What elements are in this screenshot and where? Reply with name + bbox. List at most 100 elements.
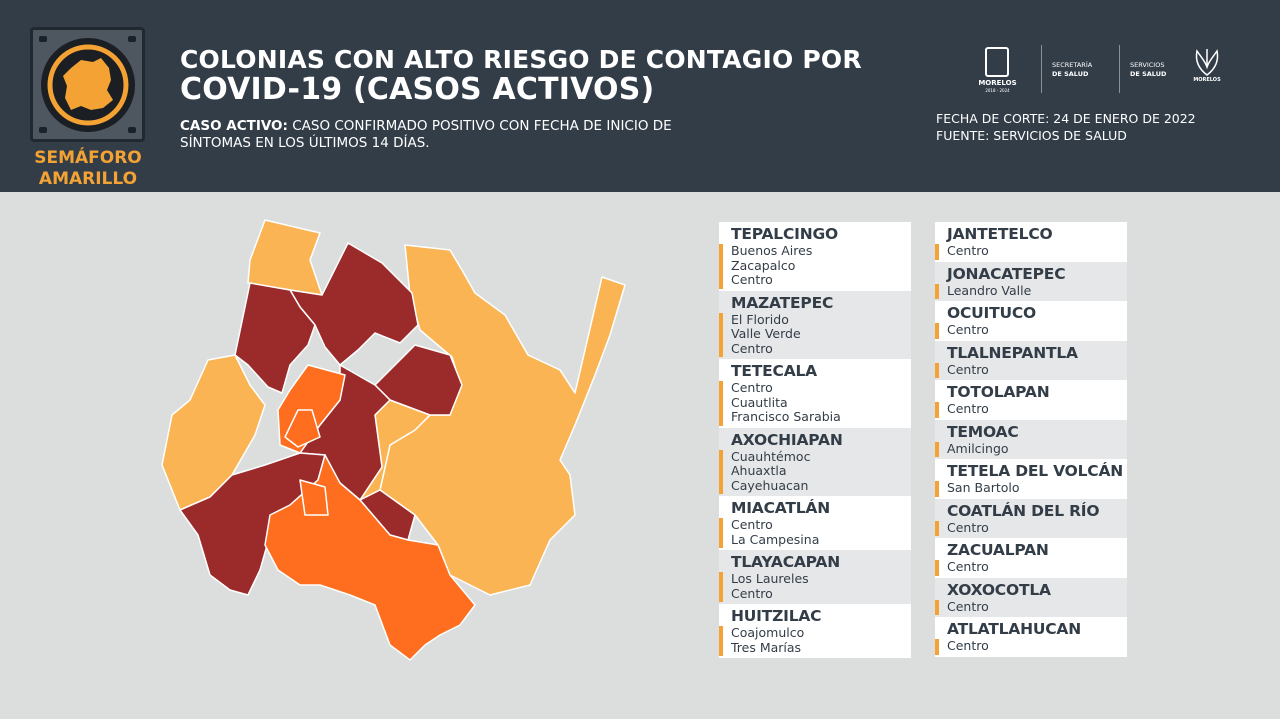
fuente: FUENTE: SERVICIOS DE SALUD <box>936 128 1127 143</box>
semaforo-label-line2: AMARILLO <box>38 169 138 189</box>
municipio-card: OCUITUCO Centro <box>935 301 1127 341</box>
colonia-name: Centro <box>731 585 773 601</box>
map-region-high-5 <box>179 452 326 596</box>
morelos-logo: MORELOS 2018 - 2024 <box>975 45 1020 95</box>
screw-icon <box>39 127 47 133</box>
municipio-card: JANTETELCO Centro <box>935 222 1127 262</box>
municipio-name: TETELA DEL VOLCÁN <box>947 462 1124 480</box>
municipio-card: AXOCHIAPAN Cuauhtémoc Ahuaxtla Cayehuacan <box>719 427 911 496</box>
municipio-name: TOTOLAPAN <box>947 383 1050 401</box>
accent-bar <box>935 402 939 418</box>
servicios-salud-logo: SERVICIOS DE SALUD <box>1130 61 1167 78</box>
screw-icon <box>128 127 136 133</box>
accent-bar <box>935 244 939 260</box>
municipio-name: TEPALCINGO <box>731 225 838 243</box>
municipio-name: XOXOCOTLA <box>947 580 1051 599</box>
colonia-name: Zacapalco <box>731 257 796 273</box>
title-line1: COLONIAS CON ALTO RIESGO DE CONTAGIO POR <box>180 45 862 74</box>
accent-bar <box>719 312 723 357</box>
municipio-name: HUITZILAC <box>731 607 822 625</box>
accent-bar <box>935 560 939 576</box>
colonia-name: Los Laureles <box>731 571 809 586</box>
municipio-name: JONACATEPEC <box>947 264 1066 283</box>
semaforo-badge <box>30 27 145 142</box>
accent-bar <box>935 283 939 299</box>
municipio-card: COATLÁN DEL RÍO Centro <box>935 498 1127 538</box>
colonia-name: Ahuaxtla <box>731 463 787 478</box>
logo-divider <box>1119 45 1120 93</box>
screw-icon <box>128 36 136 42</box>
logo-divider <box>1041 45 1042 93</box>
colonia-name: Francisco Sarabia <box>731 409 841 424</box>
shield-icon <box>985 47 1009 77</box>
screw-icon <box>39 36 47 42</box>
page-title: COLONIAS CON ALTO RIESGO DE CONTAGIO POR… <box>180 45 862 105</box>
header-banner: SEMÁFORO AMARILLO COLONIAS CON ALTO RIES… <box>0 0 1280 192</box>
definition-label: CASO ACTIVO: <box>180 118 288 134</box>
metadata-block: FECHA DE CORTE: 24 DE ENERO DE 2022 FUEN… <box>936 110 1196 144</box>
map-region-medium-4 <box>299 479 329 516</box>
municipio-card: JONACATEPEC Leandro Valle <box>935 261 1127 301</box>
accent-bar <box>719 626 723 656</box>
municipio-card: TLALNEPANTLA Centro <box>935 340 1127 380</box>
accent-bar <box>935 520 939 536</box>
municipio-name: ZACUALPAN <box>947 541 1049 559</box>
municipio-name: AXOCHIAPAN <box>731 430 843 449</box>
colonia-name: Coajomulco <box>731 625 805 640</box>
municipio-card: TEMOAC Amilcingo <box>935 419 1127 459</box>
municipio-card: TEPALCINGO Buenos Aires Zacapalco Centro <box>719 222 911 291</box>
colonia-name: Centro <box>947 322 989 337</box>
map-region-medium-2 <box>284 409 321 448</box>
accent-bar <box>935 362 939 378</box>
municipio-name: TEMOAC <box>947 422 1019 441</box>
accent-bar <box>935 639 939 655</box>
accent-bar <box>719 518 723 548</box>
colonia-name: Valle Verde <box>731 326 801 341</box>
colonia-name: Centro <box>731 340 773 356</box>
secretaria-salud-logo: SECRETARÍA DE SALUD <box>1052 61 1093 78</box>
accent-bar <box>719 381 723 426</box>
fecha-corte: FECHA DE CORTE: 24 DE ENERO DE 2022 <box>936 111 1196 126</box>
logos-bar: MORELOS 2018 - 2024 SECRETARÍA DE SALUD … <box>975 45 1235 95</box>
colonia-name: Amilcingo <box>947 440 1009 456</box>
map-region-north-west <box>247 219 323 296</box>
municipio-card: ZACUALPAN Centro <box>935 538 1127 578</box>
colonia-name: Tres Marías <box>731 639 802 655</box>
colonia-name: San Bartolo <box>947 480 1020 495</box>
municipio-name: MIACATLÁN <box>731 499 830 517</box>
municipio-card: TETELA DEL VOLCÁN San Bartolo <box>935 459 1127 499</box>
colonia-name: Cuautlita <box>731 394 788 410</box>
colonia-name: Centro <box>731 380 773 395</box>
municipios-list-left: TEPALCINGO Buenos Aires Zacapalco Centro MAZ… <box>719 222 911 658</box>
municipio-card: XOXOCOTLA Centro <box>935 577 1127 617</box>
colonia-name: El Florido <box>731 311 789 327</box>
municipio-name: TLAYACAPAN <box>731 553 840 571</box>
map-region-high-2 <box>234 282 316 394</box>
flower-icon <box>1195 49 1219 76</box>
colonia-name: La Campesina <box>731 531 820 547</box>
colonia-name: Cuauhtémoc <box>731 448 811 464</box>
municipio-card: ATLATLAHUCAN Centro <box>935 617 1127 657</box>
municipio-name: COATLÁN DEL RÍO <box>947 501 1100 520</box>
colonia-name: Centro <box>947 559 989 574</box>
colonia-name: Centro <box>947 598 989 614</box>
morelos-flower-logo: MORELOS <box>1189 47 1225 93</box>
colonia-name: Centro <box>947 519 989 535</box>
accent-bar <box>719 449 723 494</box>
colonia-name: Centro <box>731 517 773 532</box>
municipio-name: TLALNEPANTLA <box>947 343 1078 362</box>
accent-bar <box>719 572 723 602</box>
morelos-risk-map <box>161 219 626 661</box>
map-region-high-3 <box>374 344 463 416</box>
colonia-name: Leandro Valle <box>947 282 1032 298</box>
accent-bar <box>935 481 939 497</box>
title-line2: COVID-19 (CASOS ACTIVOS) <box>180 72 655 107</box>
municipio-name: MAZATEPEC <box>731 293 834 312</box>
definition-body: CASO CONFIRMADO POSITIVO CON FECHA DE IN… <box>180 118 672 151</box>
colonia-name: Centro <box>731 272 773 287</box>
accent-bar <box>935 441 939 457</box>
colonia-name: Centro <box>947 361 989 377</box>
municipio-name: TETECALA <box>731 362 817 380</box>
accent-bar <box>935 323 939 339</box>
municipios-list-right: JANTETELCO Centro JONACATEPEC Leandro Valle… <box>935 222 1127 657</box>
